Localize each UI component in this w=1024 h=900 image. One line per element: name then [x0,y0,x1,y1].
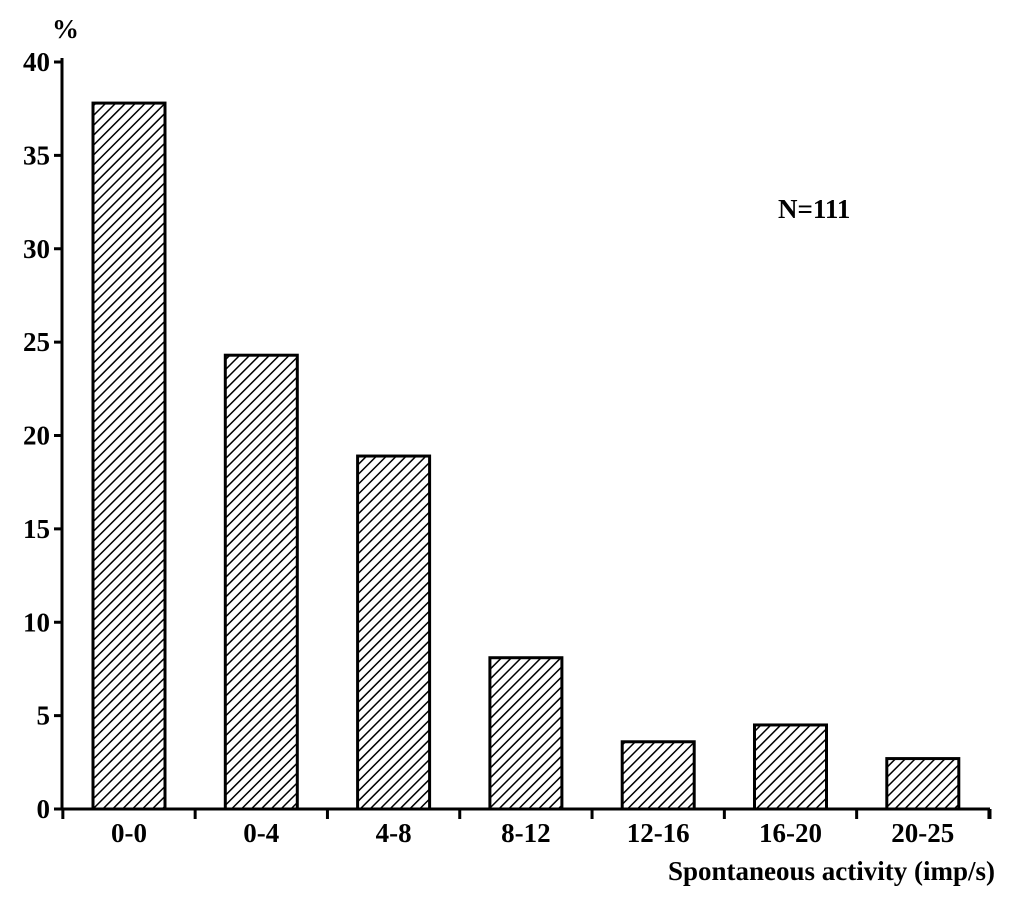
bar-20-25 [885,757,961,811]
sample-size-annotation: N=111 [778,194,850,224]
y-tick-label: 35 [23,140,50,170]
bar-8-12 [488,656,564,811]
y-axis: 0 5 10 15 20 25 30 35 40 [23,47,64,824]
y-tick-label: 5 [37,701,51,731]
x-tick-label: 16-20 [759,818,822,848]
x-axis: 0-0 0-4 4-8 8-12 12-16 16-20 20-25 [54,807,992,848]
y-tick-label: 30 [23,234,50,264]
y-tick-label: 0 [37,794,51,824]
x-tick-label: 20-25 [891,818,954,848]
y-axis-label: % [52,14,79,44]
y-tick-label: 15 [23,514,50,544]
bar-0-0 [91,101,167,811]
x-axis-label: Spontaneous activity (imp/s) [668,856,995,886]
bar-12-16 [620,740,696,811]
y-tick-label: 20 [23,421,50,451]
x-tick-label: 4-8 [376,818,412,848]
x-tick-label: 8-12 [501,818,551,848]
x-tick-label: 12-16 [627,818,690,848]
bars-layer [91,101,961,811]
x-tick-label: 0-0 [111,818,147,848]
x-tick-label: 0-4 [243,818,279,848]
bar-0-4 [223,353,299,811]
bar-4-8 [356,454,432,811]
y-tick-label: 40 [23,47,50,77]
bar-16-20 [753,723,828,811]
y-tick-label: 10 [23,607,50,637]
y-tick-label: 25 [23,327,50,357]
